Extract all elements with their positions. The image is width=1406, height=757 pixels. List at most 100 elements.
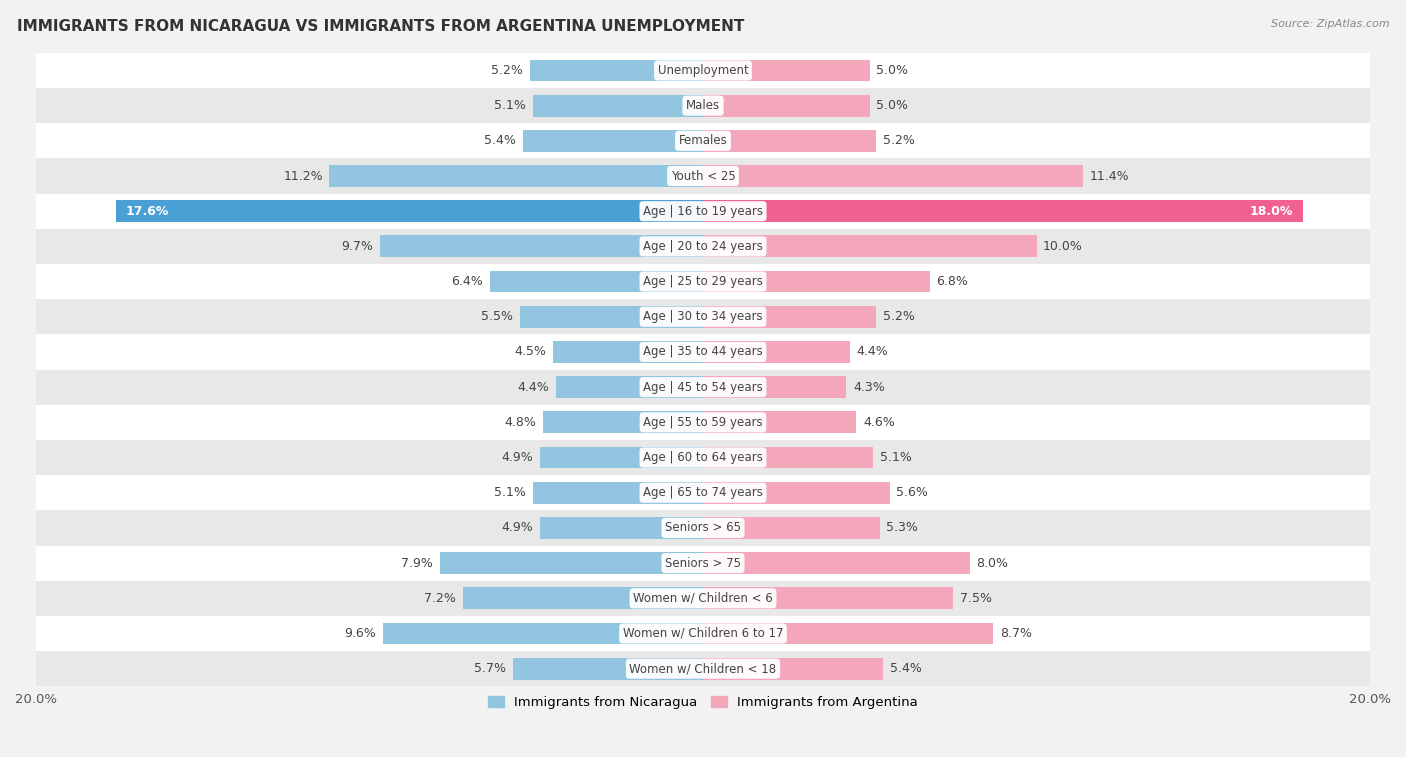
Text: 6.4%: 6.4%	[451, 275, 482, 288]
Bar	[37, 123, 1369, 158]
Bar	[37, 546, 1369, 581]
Text: Age | 25 to 29 years: Age | 25 to 29 years	[643, 275, 763, 288]
Bar	[553, 341, 703, 363]
Text: 5.4%: 5.4%	[890, 662, 922, 675]
Text: Age | 16 to 19 years: Age | 16 to 19 years	[643, 204, 763, 218]
Text: 5.1%: 5.1%	[880, 451, 911, 464]
Text: Age | 35 to 44 years: Age | 35 to 44 years	[643, 345, 763, 359]
Bar	[440, 552, 703, 574]
Bar	[703, 60, 870, 81]
Legend: Immigrants from Nicaragua, Immigrants from Argentina: Immigrants from Nicaragua, Immigrants fr…	[482, 691, 924, 715]
Bar	[37, 229, 1369, 264]
Text: 4.6%: 4.6%	[863, 416, 894, 428]
Text: 18.0%: 18.0%	[1250, 204, 1294, 218]
Bar	[703, 587, 953, 609]
Text: 7.5%: 7.5%	[960, 592, 991, 605]
Text: 9.7%: 9.7%	[342, 240, 373, 253]
Text: 9.6%: 9.6%	[344, 627, 377, 640]
Bar	[540, 517, 703, 539]
Text: Unemployment: Unemployment	[658, 64, 748, 77]
Bar	[37, 194, 1369, 229]
Bar	[540, 447, 703, 469]
Text: 4.9%: 4.9%	[501, 522, 533, 534]
Text: 4.4%: 4.4%	[856, 345, 889, 359]
Text: IMMIGRANTS FROM NICARAGUA VS IMMIGRANTS FROM ARGENTINA UNEMPLOYMENT: IMMIGRANTS FROM NICARAGUA VS IMMIGRANTS …	[17, 19, 744, 34]
Bar	[703, 481, 890, 503]
Bar	[37, 264, 1369, 299]
Bar	[703, 130, 876, 151]
Bar	[703, 95, 870, 117]
Text: Youth < 25: Youth < 25	[671, 170, 735, 182]
Text: Source: ZipAtlas.com: Source: ZipAtlas.com	[1271, 19, 1389, 29]
Text: 5.2%: 5.2%	[883, 134, 915, 148]
Text: 5.0%: 5.0%	[876, 99, 908, 112]
Bar	[703, 622, 993, 644]
Bar	[703, 235, 1036, 257]
Text: 6.8%: 6.8%	[936, 275, 969, 288]
Text: 5.6%: 5.6%	[897, 486, 928, 499]
Bar	[37, 440, 1369, 475]
Bar	[703, 165, 1083, 187]
Bar	[703, 552, 970, 574]
Bar	[37, 53, 1369, 88]
Text: 5.5%: 5.5%	[481, 310, 513, 323]
Text: 4.8%: 4.8%	[505, 416, 536, 428]
Text: Age | 30 to 34 years: Age | 30 to 34 years	[643, 310, 763, 323]
Bar	[37, 88, 1369, 123]
Text: Women w/ Children < 6: Women w/ Children < 6	[633, 592, 773, 605]
Text: 4.5%: 4.5%	[515, 345, 547, 359]
Bar	[520, 306, 703, 328]
Bar	[703, 341, 849, 363]
Text: Age | 20 to 24 years: Age | 20 to 24 years	[643, 240, 763, 253]
Bar	[37, 299, 1369, 335]
Text: Age | 55 to 59 years: Age | 55 to 59 years	[643, 416, 763, 428]
Bar	[703, 201, 1303, 222]
Text: 5.3%: 5.3%	[886, 522, 918, 534]
Bar	[37, 405, 1369, 440]
Bar	[463, 587, 703, 609]
Text: 10.0%: 10.0%	[1043, 240, 1083, 253]
Bar	[703, 517, 880, 539]
Text: 5.1%: 5.1%	[495, 486, 526, 499]
Bar	[557, 376, 703, 398]
Text: Females: Females	[679, 134, 727, 148]
Bar	[513, 658, 703, 680]
Bar	[382, 622, 703, 644]
Bar	[489, 271, 703, 292]
Bar	[37, 369, 1369, 405]
Bar	[543, 411, 703, 433]
Bar	[37, 475, 1369, 510]
Text: Seniors > 65: Seniors > 65	[665, 522, 741, 534]
Text: 11.4%: 11.4%	[1090, 170, 1129, 182]
Bar	[703, 306, 876, 328]
Text: 8.0%: 8.0%	[977, 556, 1008, 569]
Bar	[37, 335, 1369, 369]
Bar	[329, 165, 703, 187]
Text: Women w/ Children 6 to 17: Women w/ Children 6 to 17	[623, 627, 783, 640]
Text: Age | 60 to 64 years: Age | 60 to 64 years	[643, 451, 763, 464]
Bar	[703, 658, 883, 680]
Text: 11.2%: 11.2%	[283, 170, 323, 182]
Text: 5.1%: 5.1%	[495, 99, 526, 112]
Text: 4.4%: 4.4%	[517, 381, 550, 394]
Text: 5.2%: 5.2%	[491, 64, 523, 77]
Bar	[37, 510, 1369, 546]
Text: 5.2%: 5.2%	[883, 310, 915, 323]
Text: 5.0%: 5.0%	[876, 64, 908, 77]
Text: Seniors > 75: Seniors > 75	[665, 556, 741, 569]
Text: Age | 65 to 74 years: Age | 65 to 74 years	[643, 486, 763, 499]
Text: Women w/ Children < 18: Women w/ Children < 18	[630, 662, 776, 675]
Text: 5.4%: 5.4%	[484, 134, 516, 148]
Text: Age | 45 to 54 years: Age | 45 to 54 years	[643, 381, 763, 394]
Text: 7.2%: 7.2%	[425, 592, 456, 605]
Bar	[530, 60, 703, 81]
Bar	[37, 158, 1369, 194]
Bar	[533, 481, 703, 503]
Bar	[523, 130, 703, 151]
Text: 5.7%: 5.7%	[474, 662, 506, 675]
Bar	[703, 271, 929, 292]
Text: 7.9%: 7.9%	[401, 556, 433, 569]
Bar	[37, 616, 1369, 651]
Bar	[533, 95, 703, 117]
Bar	[37, 581, 1369, 616]
